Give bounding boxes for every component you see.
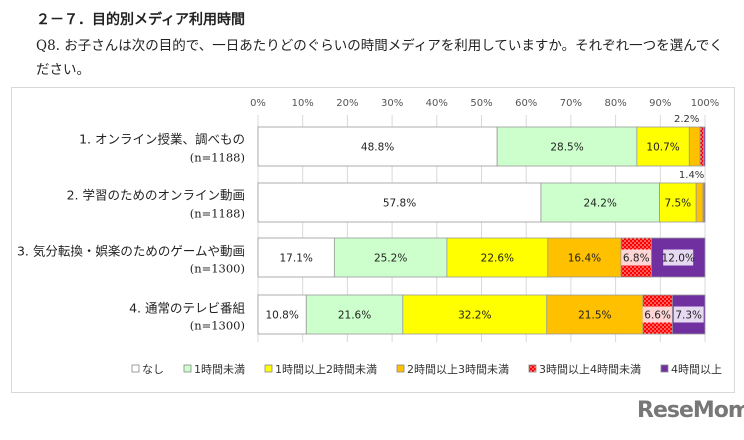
- bar-segment: [446, 237, 549, 278]
- data-label: 1.4%: [679, 170, 704, 181]
- data-label: 2.2%: [674, 114, 699, 125]
- bar-segment: [546, 294, 644, 335]
- data-label: 48.8%: [361, 142, 394, 154]
- bar-segment: [305, 294, 404, 335]
- legend-label: 3時間以上4時間未満: [539, 363, 641, 376]
- x-tick-label: 10%: [292, 98, 314, 109]
- data-label: 10.8%: [265, 310, 298, 322]
- x-tick-label: 20%: [336, 98, 358, 109]
- legend-swatch: [264, 364, 273, 373]
- x-tick-label: 40%: [426, 98, 448, 109]
- legend-label: なし: [142, 363, 164, 376]
- data-label: 22.6%: [481, 253, 514, 265]
- legend-label: 4時間以上: [671, 363, 722, 376]
- x-tick-label: 100%: [691, 98, 720, 109]
- bar-segment: [636, 126, 690, 167]
- x-tick-label: 90%: [649, 98, 671, 109]
- chart-frame: [11, 87, 735, 393]
- bar-segment: [402, 294, 548, 335]
- legend-label: 1時間未満: [194, 363, 245, 376]
- data-label: 28.5%: [550, 142, 583, 154]
- data-label: 21.5%: [578, 310, 611, 322]
- bar-segment: [695, 182, 704, 223]
- bar-segment: [496, 126, 638, 167]
- resemom-logo: ReseMom.: [637, 398, 744, 423]
- legend-swatch: [396, 364, 405, 373]
- bar-segment: [257, 126, 498, 167]
- bar-segment: [540, 182, 660, 223]
- data-label-bg: [673, 306, 704, 323]
- section-title: ２－７．目的別メディア利用時間: [36, 12, 246, 28]
- bar-segment: [699, 126, 704, 167]
- legend-label: 2時間以上3時間未満: [407, 363, 509, 376]
- bar-segment: [333, 237, 448, 278]
- x-tick-label: 30%: [381, 98, 403, 109]
- data-label: 57.8%: [383, 198, 416, 210]
- bar-segment: [703, 126, 706, 167]
- data-label: 12.0%: [662, 253, 695, 265]
- legend-label: 1時間以上2時間未満: [275, 363, 377, 376]
- x-tick-label: 0%: [250, 98, 266, 109]
- data-label: 6.6%: [644, 310, 671, 322]
- data-label-bg: [663, 249, 694, 266]
- data-label: 17.1%: [280, 253, 313, 265]
- category-label: 4. 通常のテレビ番組: [129, 301, 245, 316]
- data-label: 21.6%: [338, 310, 371, 322]
- bar-segment: [659, 182, 697, 223]
- data-label: 10.7%: [646, 142, 679, 154]
- category-n: (n=1188): [190, 207, 245, 221]
- data-label: 7.5%: [664, 198, 691, 210]
- data-label-bg: [621, 249, 652, 266]
- bar-segment: [257, 294, 307, 335]
- question-text: Q8. お子さんは次の目的で、一日あたりどのぐらいの時間メディアを利用しています…: [36, 38, 723, 78]
- data-label: 32.2%: [458, 310, 491, 322]
- category-label: 2. 学習のためのオンライン動画: [67, 188, 245, 203]
- category-n: (n=1300): [190, 319, 245, 333]
- bar-segment: [257, 237, 335, 278]
- bar-segment: [688, 126, 701, 167]
- category-label: 1. オンライン授業、調べもの: [79, 132, 245, 147]
- data-label: 7.3%: [675, 310, 702, 322]
- bar-segment: [257, 182, 542, 223]
- bar-segment: [703, 182, 706, 223]
- legend-swatch: [183, 364, 192, 373]
- x-tick-label: 80%: [604, 98, 626, 109]
- data-label: 16.4%: [568, 253, 601, 265]
- data-label: 6.8%: [623, 253, 650, 265]
- legend-swatch: [131, 364, 140, 373]
- data-label: 24.2%: [584, 198, 617, 210]
- legend-swatch: [660, 364, 669, 373]
- category-label: 3. 気分転換・娯楽のためのゲームや動画: [17, 244, 245, 259]
- x-tick-label: 60%: [515, 98, 537, 109]
- data-label: 25.2%: [374, 253, 407, 265]
- x-tick-label: 70%: [560, 98, 582, 109]
- legend-swatch: [528, 364, 537, 373]
- bar-segment: [547, 237, 622, 278]
- x-tick-label: 50%: [470, 98, 492, 109]
- data-label-bg: [642, 306, 673, 323]
- category-n: (n=1188): [190, 151, 245, 165]
- category-n: (n=1300): [190, 262, 245, 276]
